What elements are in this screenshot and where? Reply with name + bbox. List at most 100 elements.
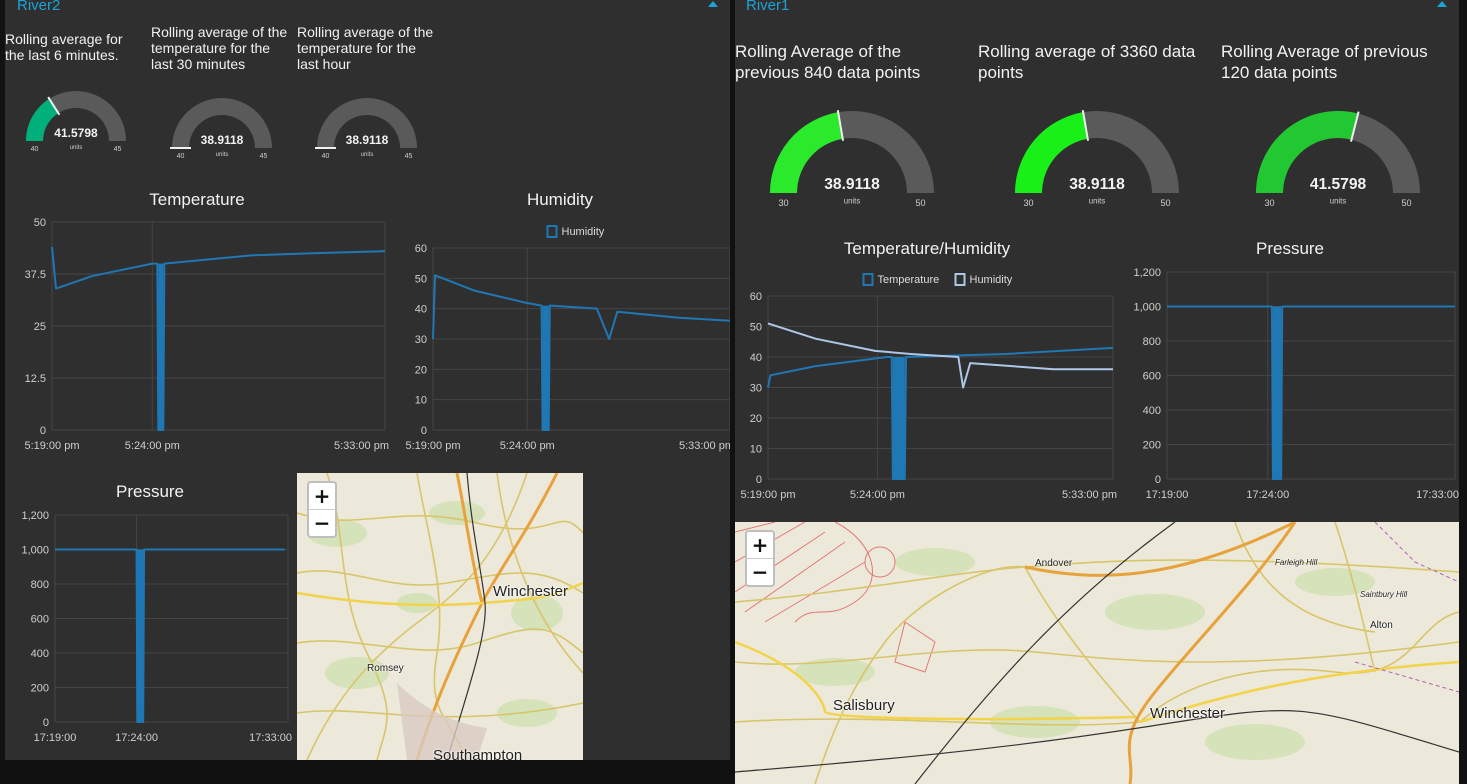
x-tick-label: 5:24:00 pm xyxy=(850,489,905,501)
pressure-chart: 0 200 400 600 800 1,000 1,200 17:19:00 17:24:00 1… xyxy=(1133,267,1459,501)
y-tick-label: 600 xyxy=(1143,371,1161,383)
collapse-icon[interactable] xyxy=(1437,1,1447,7)
gauge-value: 41.5798 xyxy=(1310,176,1367,193)
y-tick-label: 0 xyxy=(43,717,49,729)
legend-swatch xyxy=(954,273,966,286)
y-tick-label: 0 xyxy=(1155,474,1161,486)
x-tick-label: 17:33:00 xyxy=(1416,489,1459,501)
y-tick-label: 25 xyxy=(34,321,46,333)
zoom-out-button[interactable]: − xyxy=(751,560,769,584)
y-tick-label: 1,200 xyxy=(21,510,49,522)
gauge-min: 30 xyxy=(1264,198,1274,208)
river2-map[interactable]: + − Winchester Romsey Southampton xyxy=(297,473,583,760)
y-tick-label: 40 xyxy=(750,352,762,364)
river1-title[interactable]: River1 xyxy=(746,0,790,14)
y-tick-label: 20 xyxy=(750,413,762,425)
chart-title: Pressure xyxy=(115,482,185,501)
series-line xyxy=(55,548,285,723)
zoom-in-button[interactable]: + xyxy=(747,532,773,559)
gauge-track xyxy=(172,98,272,148)
x-tick-label: 5:24:00 pm xyxy=(500,440,555,452)
gauge-value: 41.5798 xyxy=(54,126,98,140)
gauge-title: Rolling average of the temperature for t… xyxy=(151,24,288,72)
legend-label: Humidity xyxy=(970,274,1013,286)
x-tick-label: 17:24:00 xyxy=(115,732,158,744)
chart-title: Temperature xyxy=(149,190,245,209)
y-tick-label: 800 xyxy=(1143,336,1161,348)
map-label: Winchester xyxy=(1150,705,1226,722)
legend-swatch xyxy=(546,225,558,238)
gauge: 38.9118 units 30 50 xyxy=(1015,110,1179,208)
gauge-max: 50 xyxy=(1401,198,1411,208)
y-tick-label: 50 xyxy=(34,217,46,229)
series-drop xyxy=(137,549,144,722)
gauge: 41.5798 units 30 50 xyxy=(1256,110,1420,208)
map-label: Alton xyxy=(1370,620,1393,631)
gauge-units: units xyxy=(361,152,374,158)
legend-label: Humidity xyxy=(562,226,605,238)
gauge-title: Rolling average of 3360 data points xyxy=(978,42,1196,82)
series-line xyxy=(51,246,386,431)
map-label: Romsey xyxy=(367,663,404,674)
chart-title: Temperature/Humidity xyxy=(843,239,1011,258)
gauge-max: 45 xyxy=(260,153,268,160)
y-tick-label: 10 xyxy=(750,444,762,456)
y-tick-label: 400 xyxy=(1143,405,1161,417)
gauge-needle xyxy=(1350,111,1360,142)
zoom-control: + − xyxy=(307,481,337,538)
gauge-units: units xyxy=(1330,196,1347,205)
gauge-value: 38.9118 xyxy=(1069,176,1125,193)
chart-title: Humidity xyxy=(526,190,594,209)
zoom-out-button[interactable]: − xyxy=(313,511,331,535)
y-tick-label: 600 xyxy=(31,614,49,626)
y-tick-label: 60 xyxy=(415,243,427,255)
gauge-title: Rolling average for the last 6 minutes. xyxy=(5,31,123,63)
gauge-min: 40 xyxy=(177,153,185,160)
y-tick-label: 20 xyxy=(415,364,427,376)
y-tick-label: 1,000 xyxy=(1133,302,1161,314)
gauge-max: 50 xyxy=(1160,198,1170,208)
x-tick-label: 5:19:00 pm xyxy=(405,440,460,452)
map-tiles xyxy=(297,473,583,760)
series-drop xyxy=(892,357,905,479)
y-tick-label: 30 xyxy=(415,334,427,346)
zoom-in-button[interactable]: + xyxy=(309,483,335,510)
y-tick-label: 0 xyxy=(756,474,762,486)
river2-title[interactable]: River2 xyxy=(17,0,61,14)
y-tick-label: 30 xyxy=(750,383,762,395)
series-line xyxy=(432,274,730,431)
gauge: 38.9118 units 30 50 xyxy=(770,110,934,208)
chart-title: Pressure xyxy=(1255,239,1325,258)
x-tick-label: 17:33:00 xyxy=(249,732,292,744)
river1-map[interactable]: + − Andover Farleigh Hill Saintbury Hill… xyxy=(735,522,1459,784)
gauge-value: 38.9118 xyxy=(824,176,880,193)
gauge-max: 45 xyxy=(114,146,122,153)
series-drop xyxy=(158,263,164,430)
x-tick-label: 5:24:00 pm xyxy=(125,440,180,452)
gauge-needle xyxy=(836,110,845,141)
map-label: Southampton xyxy=(433,747,523,760)
y-tick-label: 0 xyxy=(421,425,427,437)
legend-label: Temperature xyxy=(878,274,940,286)
legend-swatch xyxy=(862,273,874,286)
gauge-min: 40 xyxy=(31,146,39,153)
y-tick-label: 50 xyxy=(750,322,762,334)
collapse-icon[interactable] xyxy=(708,1,718,7)
gauge-value: 38.9118 xyxy=(201,133,244,147)
y-tick-label: 10 xyxy=(415,395,427,407)
x-tick-label: 5:33:00 pm xyxy=(1062,489,1117,501)
map-label: Salisbury xyxy=(833,697,895,714)
gauge-min: 30 xyxy=(778,198,788,208)
pressure-chart: 0 200 400 600 800 1,000 1,200 17:19:00 17:24:00 1… xyxy=(21,510,292,744)
gauge-needle xyxy=(1081,110,1090,141)
y-tick-label: 50 xyxy=(415,273,427,285)
y-tick-label: 400 xyxy=(31,648,49,660)
gauge-title: Rolling Average of previous 120 data poi… xyxy=(1221,42,1428,82)
y-tick-label: 60 xyxy=(750,291,762,303)
gauge-needle xyxy=(47,96,61,116)
gauge-units: units xyxy=(216,152,229,158)
y-tick-label: 1,200 xyxy=(1133,267,1161,279)
x-tick-label: 5:19:00 pm xyxy=(24,440,79,452)
y-tick-label: 800 xyxy=(31,579,49,591)
gauge-fill xyxy=(1256,110,1359,193)
